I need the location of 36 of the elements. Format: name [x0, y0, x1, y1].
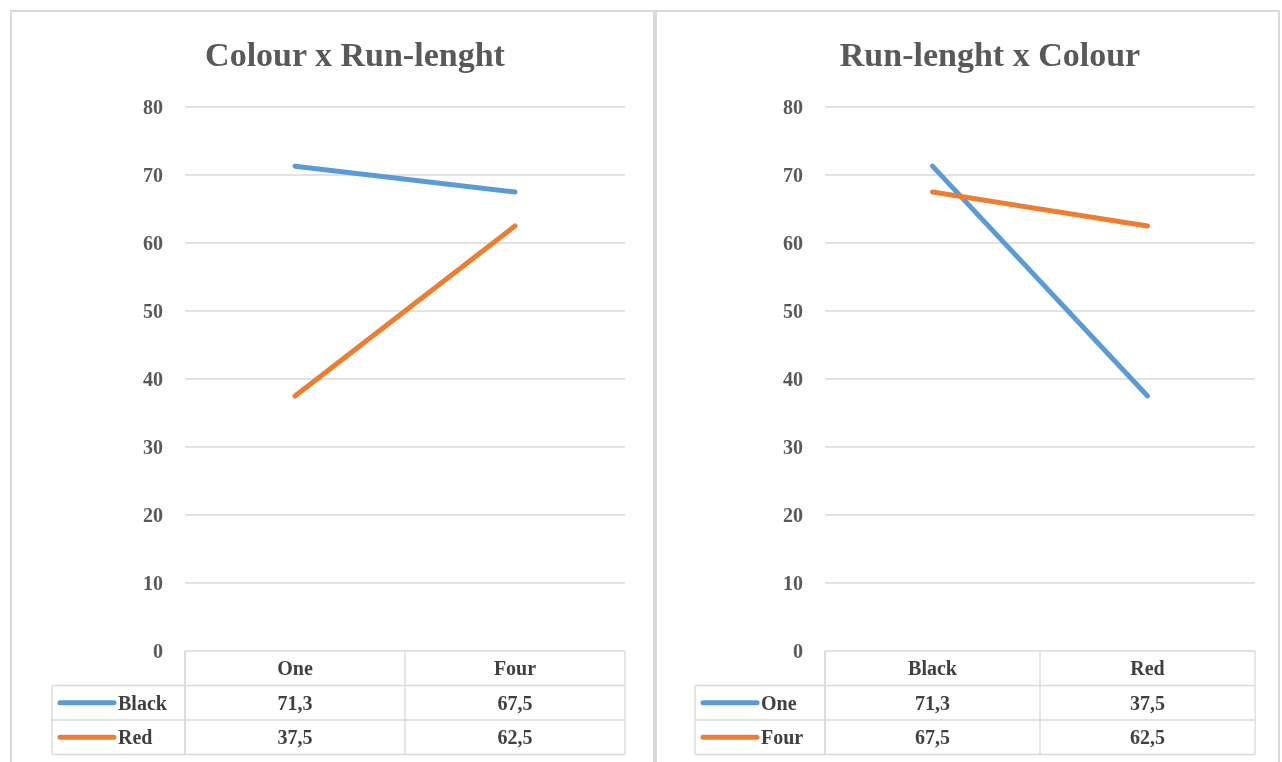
chart-title: Run-lenght x Colour — [839, 36, 1141, 73]
y-tick-label: 70 — [783, 163, 803, 186]
x-tick-label: One — [277, 657, 313, 680]
y-tick-label: 40 — [143, 367, 163, 390]
y-tick-label: 30 — [783, 435, 803, 458]
y-tick-label: 60 — [143, 231, 163, 254]
x-tick-label: Black — [908, 657, 958, 680]
data-label: 62,5 — [1130, 726, 1165, 749]
y-tick-label: 70 — [143, 163, 163, 186]
x-tick-label: Red — [1130, 657, 1165, 680]
data-label: 37,5 — [277, 726, 313, 749]
y-tick-label: 0 — [153, 639, 163, 662]
legend-label: Red — [118, 726, 153, 749]
y-tick-label: 50 — [143, 299, 163, 322]
data-label: 71,3 — [915, 691, 950, 714]
y-tick-label: 20 — [143, 503, 163, 526]
y-tick-label: 60 — [783, 231, 803, 254]
legend-label: One — [761, 691, 797, 714]
legend-label: Black — [118, 691, 168, 714]
y-tick-label: 30 — [143, 435, 163, 458]
y-tick-label: 10 — [783, 571, 803, 594]
data-label: 67,5 — [497, 691, 533, 714]
y-tick-label: 80 — [783, 95, 803, 118]
y-tick-label: 80 — [143, 95, 163, 118]
data-label: 37,5 — [1130, 691, 1165, 714]
legend-label: Four — [761, 726, 804, 749]
chart-title: Colour x Run-lenght — [205, 36, 506, 73]
y-tick-label: 10 — [143, 571, 163, 594]
data-label: 67,5 — [915, 726, 950, 749]
y-tick-label: 40 — [783, 367, 803, 390]
y-tick-label: 50 — [783, 299, 803, 322]
y-tick-label: 0 — [793, 639, 803, 662]
x-tick-label: Four — [493, 657, 537, 680]
data-label: 71,3 — [277, 691, 313, 714]
y-tick-label: 20 — [783, 503, 803, 526]
data-label: 62,5 — [497, 726, 533, 749]
